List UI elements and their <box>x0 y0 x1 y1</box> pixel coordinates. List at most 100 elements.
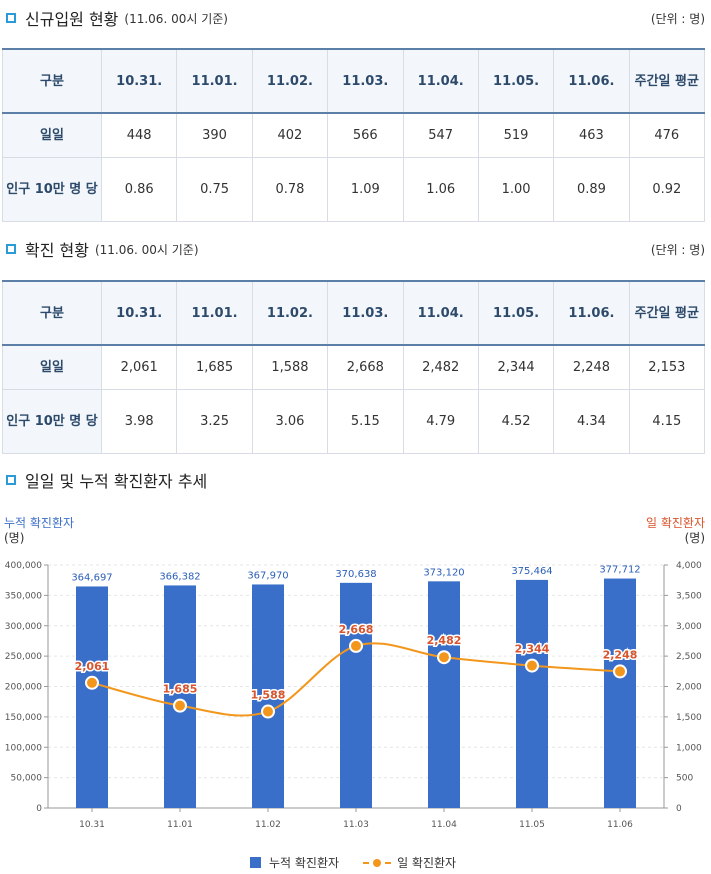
column-header: 11.03. <box>327 48 404 114</box>
bar-cumulative <box>252 584 284 808</box>
bar-cumulative <box>164 585 196 808</box>
table-cell: 0.75 <box>176 157 253 222</box>
x-axis-tick-label: 11.02 <box>255 820 281 830</box>
bar-data-label: 375,464 <box>511 566 552 577</box>
table-cell: 3.98 <box>100 389 178 454</box>
line-point-daily <box>173 698 187 713</box>
table-row-per100k: 인구 10만 명 당 0.86 0.75 0.78 1.09 1.06 1.00 0.89 0.… <box>2 157 706 222</box>
left-axis-label: 누적 확진환자 <box>4 516 75 530</box>
trend-chart: 0 50,000 100,000 150,000 200,000 250,000 300,0… <box>5 561 702 830</box>
column-header: 주간일 평균 <box>628 280 706 346</box>
table-cell: 1.09 <box>327 157 404 222</box>
row-label: 인구 10만 명 당 <box>2 157 102 222</box>
table-cell: 1.06 <box>402 157 479 222</box>
table-cell: 3.25 <box>176 389 253 454</box>
bar-data-label: 373,120 <box>423 567 464 578</box>
column-header: 11.06. <box>553 48 630 114</box>
table-cell: 4.52 <box>477 389 555 454</box>
table-cell: 476 <box>628 112 706 158</box>
row-label: 일일 <box>2 344 102 390</box>
right-axis-tick-label: 1,500 <box>676 713 702 723</box>
x-axis-tick-label: 11.06 <box>607 820 633 830</box>
row-label: 인구 10만 명 당 <box>2 389 102 454</box>
left-axis-tick-label: 150,000 <box>5 713 42 723</box>
table-cell: 1,588 <box>251 344 329 390</box>
section1-header: 신규입원 현황 (11.06. 00시 기준) <box>6 6 228 30</box>
line-data-label: 1,685 <box>163 683 198 696</box>
table-cell: 1.00 <box>477 157 555 222</box>
column-header: 구분 <box>2 48 102 114</box>
section3-title: 일일 및 누적 확진환자 추세 <box>25 472 208 491</box>
bullet-square-icon <box>6 13 16 23</box>
table-cell: 4.79 <box>402 389 479 454</box>
table-cell: 0.92 <box>628 157 706 222</box>
legend-bar-label: 누적 확진환자 <box>269 856 340 870</box>
right-axis-tick-label: 2,000 <box>676 683 702 693</box>
column-header: 구분 <box>2 280 102 346</box>
section2-header: 확진 현황 (11.06. 00시 기준) <box>6 237 199 261</box>
table-cell: 547 <box>402 112 479 158</box>
column-header: 11.02. <box>251 280 329 346</box>
x-axis-tick-label: 11.04 <box>431 820 457 830</box>
bar-cumulative <box>604 578 636 808</box>
left-axis-tick-label: 400,000 <box>5 561 42 571</box>
column-header: 11.01. <box>176 280 253 346</box>
section2-unit: (단위 : 명) <box>650 243 705 257</box>
line-point-daily <box>437 650 451 665</box>
admission-table: 구분 10.31. 11.01. 11.02. 11.03. 11.04. 11.05. 11… <box>2 48 706 222</box>
right-axis-unit: (명) <box>684 531 705 545</box>
line-data-label: 2,248 <box>603 648 638 661</box>
table-cell: 0.78 <box>251 157 329 222</box>
right-axis-tick-label: 4,000 <box>676 561 702 571</box>
bar-cumulative <box>76 586 108 808</box>
column-header: 11.06. <box>553 280 630 346</box>
column-header: 11.02. <box>251 48 329 114</box>
line-data-label: 1,588 <box>251 689 286 702</box>
right-axis-tick-label: 500 <box>676 774 693 784</box>
table-cell: 463 <box>553 112 630 158</box>
section1-unit: (단위 : 명) <box>650 12 705 26</box>
column-header: 10.31. <box>100 48 178 114</box>
chart-legend: 누적 확진환자 일 확진환자 <box>250 854 456 871</box>
table-cell: 566 <box>327 112 404 158</box>
left-axis-tick-label: 100,000 <box>5 743 42 753</box>
table-header-row: 구분 10.31. 11.01. 11.02. 11.03. 11.04. 11.05. 11… <box>2 48 706 114</box>
table-header-row: 구분 10.31. 11.01. 11.02. 11.03. 11.04. 11.05. 11… <box>2 280 706 346</box>
bar-cumulative <box>516 579 548 808</box>
line-point-daily <box>85 675 99 690</box>
column-header: 11.01. <box>176 48 253 114</box>
right-axis-tick-label: 3,000 <box>676 622 702 632</box>
line-data-label: 2,061 <box>75 660 110 673</box>
line-point-daily <box>349 638 363 653</box>
right-axis-tick-label: 0 <box>676 804 682 814</box>
right-axis-tick-label: 3,500 <box>676 591 702 601</box>
bar-data-label: 366,382 <box>159 571 200 582</box>
left-axis-tick-label: 0 <box>36 804 42 814</box>
line-point-daily <box>261 704 275 719</box>
table-cell: 448 <box>100 112 178 158</box>
x-axis-tick-label: 11.03 <box>343 820 369 830</box>
left-axis-unit: (명) <box>4 531 25 545</box>
bar-data-label: 377,712 <box>599 565 640 576</box>
table-cell: 0.89 <box>553 157 630 222</box>
table-cell: 2,668 <box>327 344 404 390</box>
line-data-label: 2,668 <box>339 623 374 636</box>
table-row-daily: 일일 448 390 402 566 547 519 463 476 <box>2 112 706 158</box>
x-axis-tick-label: 11.05 <box>519 820 545 830</box>
row-label: 일일 <box>2 112 102 158</box>
table-cell: 3.06 <box>251 389 329 454</box>
bar-cumulative <box>340 582 372 808</box>
column-header: 11.05. <box>477 48 555 114</box>
legend-line-swatch <box>363 857 392 869</box>
bar-cumulative <box>428 581 460 808</box>
x-axis-tick-label: 10.31 <box>79 820 105 830</box>
column-header: 10.31. <box>100 280 178 346</box>
column-header: 11.03. <box>327 280 404 346</box>
bullet-square-icon <box>6 244 16 254</box>
column-header: 11.04. <box>402 280 479 346</box>
bullet-square-icon <box>6 475 16 485</box>
bar-data-label: 367,970 <box>247 570 288 581</box>
legend-line-label: 일 확진환자 <box>397 856 457 870</box>
left-axis-tick-label: 300,000 <box>5 622 42 632</box>
x-axis-tick-label: 11.01 <box>167 820 193 830</box>
